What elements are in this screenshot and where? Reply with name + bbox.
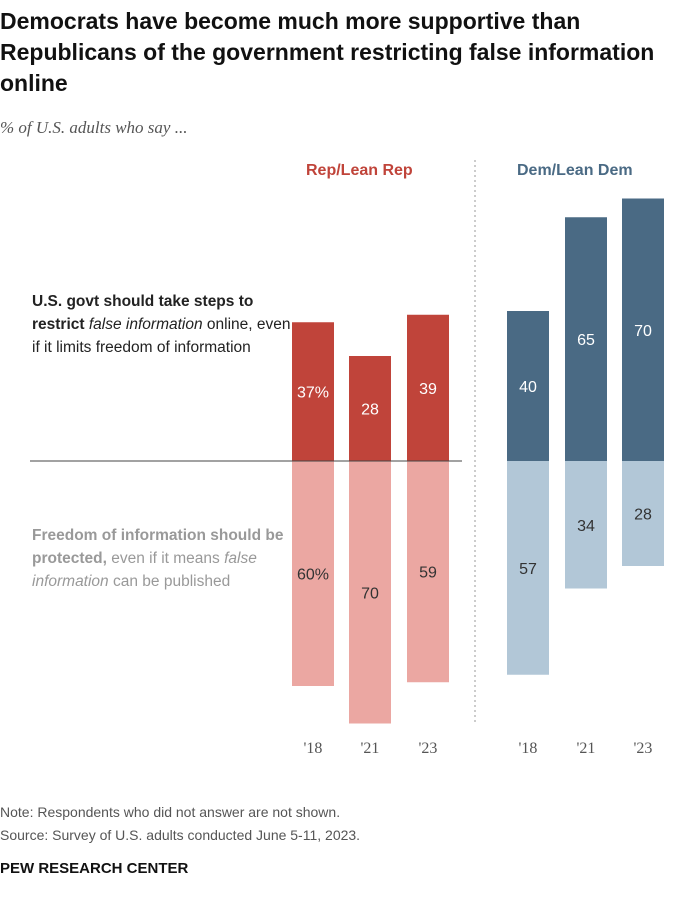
bar-restrict xyxy=(349,356,391,461)
restrict-bold: U.S. govt should take steps to restrict xyxy=(32,293,254,333)
dem-group-label: Dem/Lean Dem xyxy=(517,162,633,179)
protect-italic: false information xyxy=(32,550,257,590)
restrict-italic: false information xyxy=(88,316,203,333)
protect-rest2: can be published xyxy=(108,573,231,590)
data-label-restrict: 28 xyxy=(361,402,379,419)
bar-protect xyxy=(622,461,664,566)
bar-protect xyxy=(349,461,391,724)
bar-protect xyxy=(292,461,334,686)
year-tick-label: '21 xyxy=(577,740,596,757)
year-tick-label: '21 xyxy=(361,740,380,757)
note-text: Note: Respondents who did not answer are… xyxy=(0,804,341,820)
rep-group-label: Rep/Lean Rep xyxy=(306,162,413,179)
data-label-protect: 59 xyxy=(419,565,437,582)
pew-logo-text: PEW RESEARCH CENTER xyxy=(0,860,189,877)
data-label-protect: 57 xyxy=(519,561,537,578)
protect-annotation: Freedom of information should be protect… xyxy=(32,524,292,593)
data-label-protect: 34 xyxy=(577,518,595,535)
bar-restrict xyxy=(407,314,449,461)
data-label-restrict: 65 xyxy=(577,332,595,349)
bar-restrict xyxy=(292,322,334,461)
bar-restrict xyxy=(565,217,607,461)
bar-restrict xyxy=(507,311,549,461)
data-label-restrict: 40 xyxy=(519,379,537,396)
protect-bold: Freedom of information should be protect… xyxy=(32,527,284,567)
bar-restrict xyxy=(622,198,664,461)
chart-title: Democrats have become much more supporti… xyxy=(0,8,655,96)
year-tick-label: '18 xyxy=(304,740,323,757)
data-label-protect: 60% xyxy=(297,567,329,584)
data-label-restrict: 39 xyxy=(419,381,437,398)
bar-protect xyxy=(407,461,449,683)
year-tick-label: '23 xyxy=(419,740,438,757)
source-text: Source: Survey of U.S. adults conducted … xyxy=(0,827,361,843)
restrict-annotation: U.S. govt should take steps to restrict … xyxy=(32,290,292,359)
data-label-restrict: 37% xyxy=(297,385,329,402)
data-label-protect: 28 xyxy=(634,507,652,524)
bar-protect xyxy=(565,461,607,589)
protect-rest1: even if it means xyxy=(106,550,225,567)
year-tick-label: '23 xyxy=(634,740,653,757)
data-label-protect: 70 xyxy=(361,585,379,602)
chart-subtitle: % of U.S. adults who say ... xyxy=(0,118,188,137)
year-tick-label: '18 xyxy=(519,740,538,757)
data-label-restrict: 70 xyxy=(634,323,652,340)
restrict-rest: online, even if it limits freedom of inf… xyxy=(32,316,291,356)
bar-protect xyxy=(507,461,549,675)
